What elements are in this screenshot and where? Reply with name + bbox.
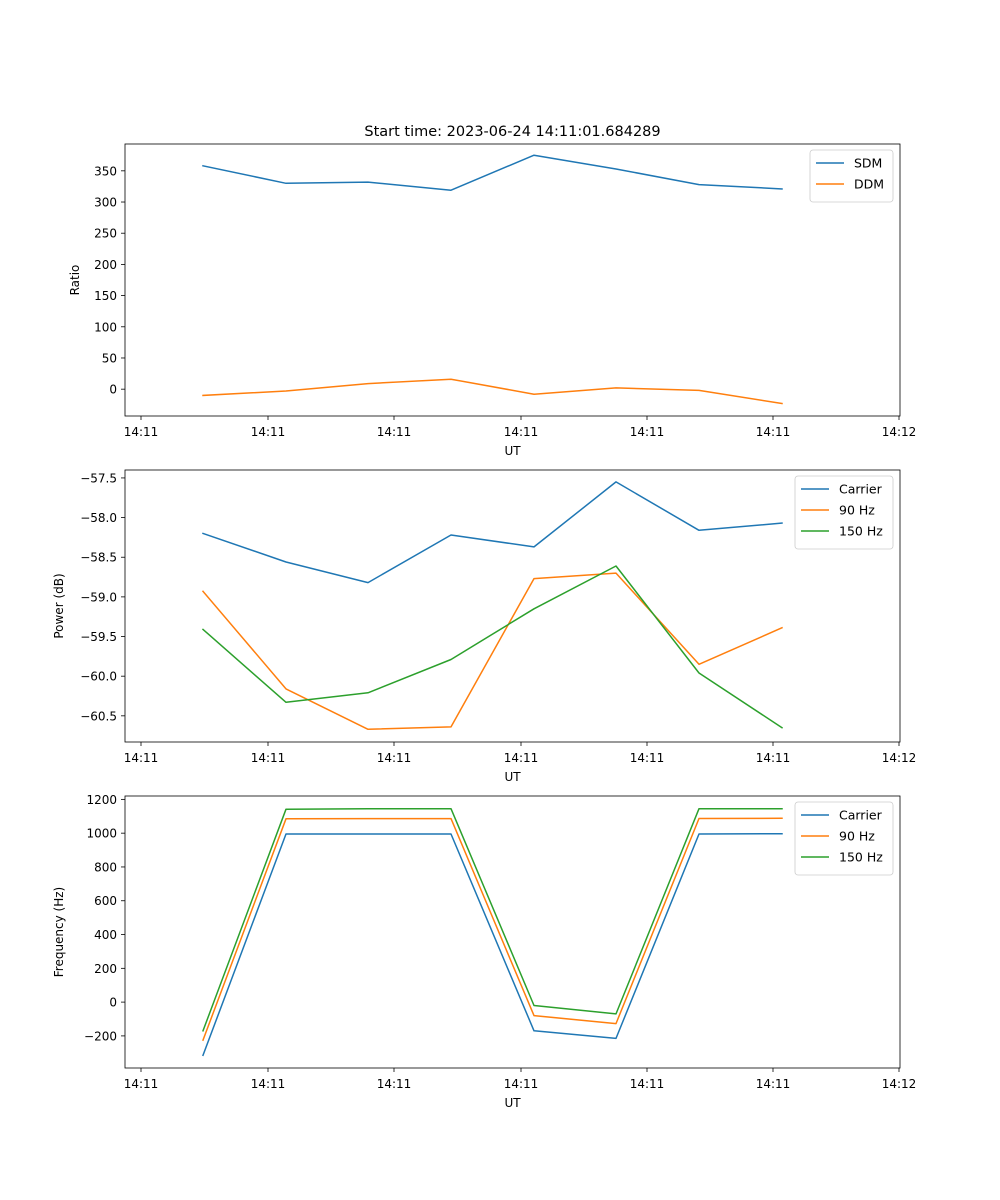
x-tick-label: 14:11 [630, 425, 665, 439]
y-tick-label: −57.5 [80, 471, 117, 485]
y-axis-label: Ratio [68, 265, 82, 296]
x-tick-label: 14:11 [756, 425, 791, 439]
series-line-2-3 [201, 565, 784, 729]
y-tick-label: 250 [94, 227, 117, 241]
legend-label: Carrier [839, 482, 883, 497]
y-tick-label: 1200 [86, 793, 117, 807]
legend-label: 150 Hz [839, 850, 883, 865]
y-tick-label: 200 [94, 258, 117, 272]
x-tick-label: 14:11 [124, 425, 159, 439]
x-tick-label: 14:11 [504, 425, 539, 439]
series-line-3-1 [202, 832, 783, 1057]
x-tick-label: 14:11 [504, 1077, 539, 1091]
y-tick-label: 150 [94, 289, 117, 303]
y-tick-label: −60.0 [80, 670, 117, 684]
y-tick-label: 50 [102, 351, 117, 365]
x-tick-label: 14:11 [630, 1077, 665, 1091]
y-tick-label: 400 [94, 928, 117, 942]
series-line-2-2 [201, 572, 783, 731]
x-tick-label: 14:12 [882, 751, 917, 765]
x-tick-label: 14:11 [124, 1077, 159, 1091]
y-tick-label: 800 [94, 860, 117, 874]
y-tick-label: −59.5 [80, 630, 117, 644]
legend-label: SDM [854, 156, 882, 171]
chart-panel-3: 14:11 14:11 14:11 14:11 14:11 14:11 14:12 UT −20… [52, 793, 916, 1110]
x-tick-label: 14:11 [504, 751, 539, 765]
y-tick-label: 350 [94, 164, 117, 178]
chart-panel-2: 14:11 14:11 14:11 14:11 14:11 14:11 14:12 UT −60… [52, 469, 917, 784]
series-line-3-3 [202, 807, 783, 1032]
x-tick-label: 14:11 [630, 751, 665, 765]
y-tick-label: 600 [94, 894, 117, 908]
y-tick-label: 300 [94, 196, 117, 210]
legend: SDM DDM [809, 149, 894, 203]
x-tick-label: 14:11 [377, 751, 412, 765]
x-axis-label: UT [504, 1096, 521, 1110]
x-tick-label: 14:11 [756, 1077, 791, 1091]
x-tick-label: 14:11 [124, 751, 159, 765]
y-tick-label: 100 [94, 320, 117, 334]
x-tick-label: 14:11 [251, 751, 286, 765]
y-tick-label: 0 [109, 383, 117, 397]
x-axis-label: UT [504, 770, 521, 784]
axes-frame [124, 469, 901, 743]
x-tick-label: 14:11 [377, 1077, 412, 1091]
series-line-2-1 [202, 481, 783, 584]
x-tick-label: 14:11 [251, 1077, 286, 1091]
y-tick-label: −58.0 [80, 511, 117, 525]
chart-title: Start time: 2023-06-24 14:11:01.684289 [364, 124, 660, 140]
chart-panel-1: 14:11 14:11 14:11 14:11 14:11 14:11 14:12 UT 0 50… [68, 143, 917, 458]
x-tick-label: 14:11 [251, 425, 286, 439]
series-line-1-2 [202, 378, 783, 405]
x-axis-label: UT [504, 444, 521, 458]
legend: Carrier 90 Hz 150 Hz [794, 475, 894, 550]
legend: Carrier 90 Hz 150 Hz [794, 801, 894, 876]
legend-label: 150 Hz [839, 524, 883, 539]
series-line-1-1 [202, 154, 783, 191]
x-tick-label: 14:11 [756, 751, 791, 765]
legend-label: Carrier [839, 808, 883, 823]
legend-label: 90 Hz [839, 829, 875, 844]
x-tick-label: 14:11 [377, 425, 412, 439]
y-tick-label: −60.5 [80, 709, 117, 723]
y-tick-label: −200 [84, 1029, 117, 1043]
legend-label: DDM [854, 177, 884, 192]
x-tick-label: 14:12 [882, 1077, 917, 1091]
y-tick-label: 200 [94, 962, 117, 976]
y-axis-label: Power (dB) [52, 573, 66, 638]
y-tick-label: −58.5 [80, 551, 117, 565]
y-axis-label: Frequency (Hz) [52, 887, 66, 978]
legend-label: 90 Hz [839, 503, 875, 518]
axes-frame [124, 143, 901, 417]
y-tick-label: −59.0 [80, 590, 117, 604]
x-tick-label: 14:12 [882, 425, 917, 439]
axes-frame [124, 795, 901, 1069]
series-line-3-2 [202, 817, 783, 1042]
y-tick-label: 1000 [86, 827, 117, 841]
y-tick-label: 0 [109, 996, 117, 1010]
